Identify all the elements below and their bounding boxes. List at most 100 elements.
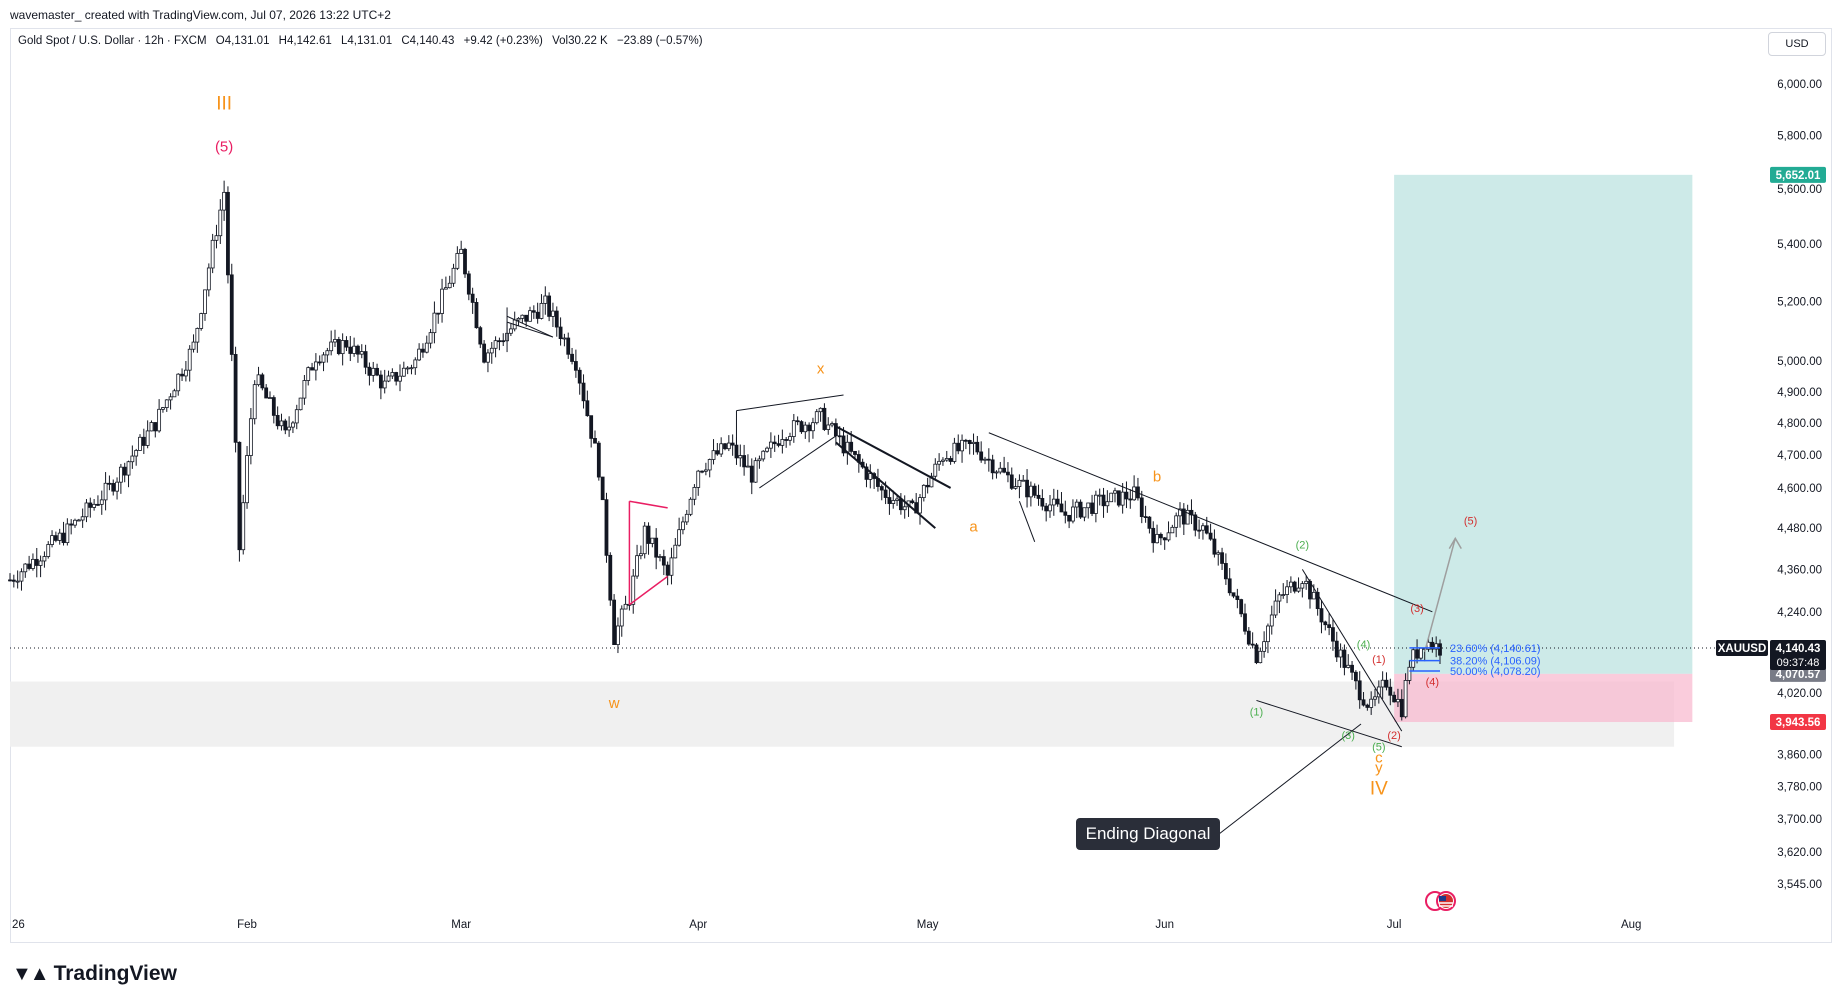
- candle-body: [1040, 498, 1045, 507]
- candle: [409, 364, 414, 375]
- candle: [765, 446, 769, 453]
- diagonal-upper-trendline: [988, 432, 1433, 613]
- candle: [172, 388, 177, 398]
- candle: [157, 399, 162, 433]
- candle-body: [1380, 679, 1385, 688]
- wave-label: IV: [1370, 778, 1388, 799]
- candle: [356, 344, 360, 363]
- candle: [390, 368, 395, 380]
- candle-body: [356, 345, 360, 355]
- candle: [692, 484, 697, 506]
- candle: [673, 538, 678, 559]
- candle: [742, 444, 747, 476]
- candle: [948, 455, 953, 465]
- candle-body: [27, 563, 32, 569]
- candle-body: [1235, 595, 1240, 600]
- candle-body: [581, 382, 586, 402]
- candle: [684, 509, 689, 525]
- candle-body: [570, 353, 574, 362]
- candle-body: [979, 451, 984, 461]
- candle-body: [222, 191, 227, 211]
- candle: [638, 545, 643, 560]
- candle-body: [23, 563, 28, 573]
- tradingview-logo[interactable]: ▼▲ TradingView: [12, 962, 177, 986]
- candle: [176, 373, 181, 396]
- candle-body: [715, 450, 720, 455]
- candle: [994, 470, 999, 479]
- candle-body: [233, 354, 238, 443]
- candle: [1105, 490, 1110, 513]
- candle-body: [891, 500, 896, 504]
- candle-body: [333, 339, 337, 343]
- candle: [623, 595, 628, 610]
- legend-change: +9.42 (+0.23%): [463, 35, 543, 47]
- ending-diagonal-callout[interactable]: Ending Diagonal: [1076, 818, 1220, 850]
- us-flag-events-icon[interactable]: [1424, 890, 1468, 912]
- stop-price-badge-text: 3,943.56: [1776, 717, 1821, 729]
- candle: [669, 547, 674, 585]
- candle: [937, 453, 942, 471]
- candle: [99, 490, 104, 515]
- candle: [1113, 487, 1117, 503]
- candle: [53, 531, 58, 543]
- candle: [248, 408, 253, 465]
- candle: [1036, 484, 1041, 506]
- candle-body: [1128, 498, 1133, 501]
- candle: [539, 294, 544, 320]
- candle-body: [291, 422, 295, 428]
- candle-body: [726, 442, 731, 450]
- candle: [1388, 678, 1393, 706]
- candle-body: [317, 361, 322, 364]
- currency-button[interactable]: USD: [1768, 32, 1826, 56]
- candle: [73, 518, 77, 528]
- candle: [1097, 488, 1102, 506]
- candle-body: [180, 373, 184, 377]
- candle-body: [1013, 486, 1018, 489]
- candle-body: [76, 519, 81, 522]
- candle: [914, 493, 919, 514]
- candle: [298, 397, 303, 411]
- candle: [218, 199, 223, 244]
- candle-body: [210, 239, 215, 269]
- candle: [738, 444, 743, 467]
- current-price-badge: [1770, 639, 1826, 670]
- candle: [195, 327, 200, 353]
- candle: [528, 306, 532, 322]
- candle-body: [543, 295, 548, 304]
- candle-body: [929, 475, 934, 488]
- candle-body: [65, 523, 70, 544]
- candle-body: [1399, 698, 1404, 718]
- candle: [501, 333, 506, 347]
- candle: [979, 441, 984, 463]
- candle-body: [635, 555, 639, 577]
- candle-body: [1116, 490, 1121, 506]
- candle-body: [474, 302, 479, 329]
- candle-body: [998, 467, 1003, 473]
- candle-body: [287, 426, 292, 431]
- candle: [57, 528, 62, 545]
- candle: [853, 450, 857, 459]
- candle: [788, 432, 792, 446]
- candle-body: [344, 340, 349, 348]
- candle: [1071, 499, 1075, 524]
- candle-body: [203, 289, 207, 314]
- candle: [1116, 490, 1121, 508]
- candle: [122, 462, 127, 483]
- candle-body: [608, 554, 613, 601]
- candle: [1170, 524, 1175, 534]
- candle-body: [1174, 515, 1179, 528]
- candle: [478, 325, 483, 349]
- candle: [570, 347, 574, 365]
- candle: [512, 311, 517, 332]
- candle-body: [206, 267, 211, 291]
- candle: [1025, 469, 1029, 508]
- candle-body: [1101, 494, 1106, 507]
- ending-diagonal-pointer: [1218, 723, 1362, 835]
- candle-body: [681, 521, 685, 531]
- candle: [998, 461, 1003, 475]
- candle-body: [807, 424, 812, 432]
- candle: [126, 460, 131, 488]
- candle: [1055, 489, 1060, 507]
- candle: [562, 333, 567, 347]
